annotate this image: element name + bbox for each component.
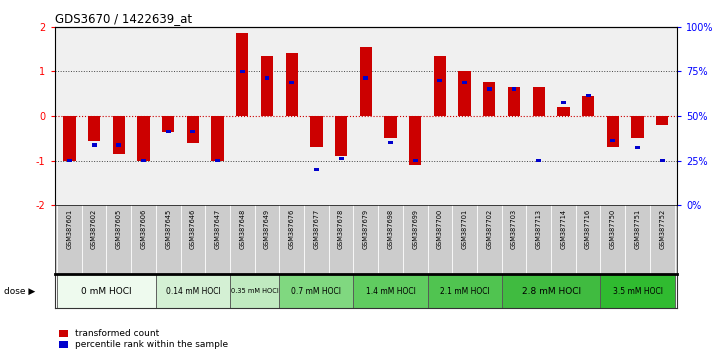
Bar bbox=[280, 274, 354, 308]
Bar bbox=[660, 159, 665, 162]
Bar bbox=[413, 159, 418, 162]
Bar bbox=[187, 116, 199, 143]
Text: GDS3670 / 1422639_at: GDS3670 / 1422639_at bbox=[55, 12, 191, 25]
Text: GSM387678: GSM387678 bbox=[338, 209, 344, 249]
Bar bbox=[261, 56, 273, 116]
Bar bbox=[314, 168, 319, 171]
Bar bbox=[384, 116, 397, 138]
Text: GSM387699: GSM387699 bbox=[412, 209, 418, 249]
Text: GSM387646: GSM387646 bbox=[190, 209, 196, 249]
Text: GSM387703: GSM387703 bbox=[511, 209, 517, 249]
Bar bbox=[285, 53, 298, 116]
Text: GSM387701: GSM387701 bbox=[462, 209, 467, 249]
Bar bbox=[561, 101, 566, 104]
Text: GSM387647: GSM387647 bbox=[215, 209, 221, 249]
Bar bbox=[388, 141, 393, 144]
Text: GSM387648: GSM387648 bbox=[240, 209, 245, 249]
Bar bbox=[156, 274, 230, 308]
Bar bbox=[92, 143, 97, 147]
Bar bbox=[211, 116, 223, 161]
Bar bbox=[610, 139, 615, 142]
Bar bbox=[236, 33, 248, 116]
Bar bbox=[289, 81, 294, 84]
Text: GSM387714: GSM387714 bbox=[561, 209, 566, 249]
Bar bbox=[57, 274, 156, 308]
Bar bbox=[339, 157, 344, 160]
Text: GSM387702: GSM387702 bbox=[486, 209, 492, 249]
Bar bbox=[363, 76, 368, 80]
Bar bbox=[631, 116, 644, 138]
Text: 0.35 mM HOCl: 0.35 mM HOCl bbox=[231, 288, 279, 294]
Bar bbox=[502, 274, 601, 308]
Bar bbox=[582, 96, 594, 116]
Bar bbox=[483, 82, 496, 116]
Bar bbox=[230, 274, 280, 308]
Bar bbox=[63, 116, 76, 161]
Bar bbox=[116, 143, 122, 147]
Bar bbox=[508, 87, 521, 116]
Bar bbox=[138, 116, 150, 161]
Bar bbox=[606, 116, 619, 147]
Bar bbox=[409, 116, 422, 165]
Text: 1.4 mM HOCl: 1.4 mM HOCl bbox=[365, 287, 416, 296]
Bar bbox=[537, 159, 541, 162]
Text: GSM387645: GSM387645 bbox=[165, 209, 171, 249]
Bar bbox=[162, 116, 175, 132]
Bar bbox=[656, 116, 668, 125]
Text: GSM387752: GSM387752 bbox=[660, 209, 665, 249]
Bar bbox=[191, 130, 195, 133]
Bar bbox=[113, 116, 125, 154]
Text: GSM387602: GSM387602 bbox=[91, 209, 97, 249]
Bar bbox=[264, 76, 269, 80]
Bar bbox=[215, 159, 220, 162]
Bar bbox=[601, 274, 675, 308]
Text: GSM387751: GSM387751 bbox=[635, 209, 641, 249]
Text: GSM387750: GSM387750 bbox=[610, 209, 616, 249]
Text: GSM387606: GSM387606 bbox=[141, 209, 146, 249]
Bar bbox=[88, 116, 100, 141]
Text: 0 mM HOCl: 0 mM HOCl bbox=[81, 287, 132, 296]
Bar bbox=[512, 87, 516, 91]
Bar bbox=[459, 71, 471, 116]
Bar bbox=[360, 47, 372, 116]
Text: 3.5 mM HOCl: 3.5 mM HOCl bbox=[612, 287, 662, 296]
Text: GSM387698: GSM387698 bbox=[387, 209, 394, 249]
Bar bbox=[438, 79, 443, 82]
Bar bbox=[240, 70, 245, 73]
Bar bbox=[67, 159, 72, 162]
Text: GSM387676: GSM387676 bbox=[289, 209, 295, 249]
Text: GSM387601: GSM387601 bbox=[66, 209, 72, 249]
Bar bbox=[557, 107, 569, 116]
Bar bbox=[635, 145, 640, 149]
Text: GSM387605: GSM387605 bbox=[116, 209, 122, 249]
Text: GSM387716: GSM387716 bbox=[585, 209, 591, 249]
Bar bbox=[533, 87, 545, 116]
Text: GSM387700: GSM387700 bbox=[437, 209, 443, 249]
Bar bbox=[166, 130, 170, 133]
Text: GSM387679: GSM387679 bbox=[363, 209, 369, 249]
Text: GSM387649: GSM387649 bbox=[264, 209, 270, 249]
Legend: transformed count, percentile rank within the sample: transformed count, percentile rank withi… bbox=[59, 329, 229, 349]
Bar bbox=[585, 94, 590, 97]
Text: 0.7 mM HOCl: 0.7 mM HOCl bbox=[291, 287, 341, 296]
Text: dose ▶: dose ▶ bbox=[4, 287, 35, 296]
Text: 2.1 mM HOCl: 2.1 mM HOCl bbox=[440, 287, 489, 296]
Bar bbox=[141, 159, 146, 162]
Bar bbox=[462, 81, 467, 84]
Bar bbox=[434, 56, 446, 116]
Text: 2.8 mM HOCl: 2.8 mM HOCl bbox=[521, 287, 581, 296]
Bar bbox=[335, 116, 347, 156]
Text: 0.14 mM HOCl: 0.14 mM HOCl bbox=[165, 287, 221, 296]
Bar bbox=[427, 274, 502, 308]
Text: GSM387713: GSM387713 bbox=[536, 209, 542, 249]
Bar bbox=[354, 274, 427, 308]
Bar bbox=[487, 87, 492, 91]
Bar bbox=[310, 116, 323, 147]
Text: GSM387677: GSM387677 bbox=[314, 209, 320, 249]
